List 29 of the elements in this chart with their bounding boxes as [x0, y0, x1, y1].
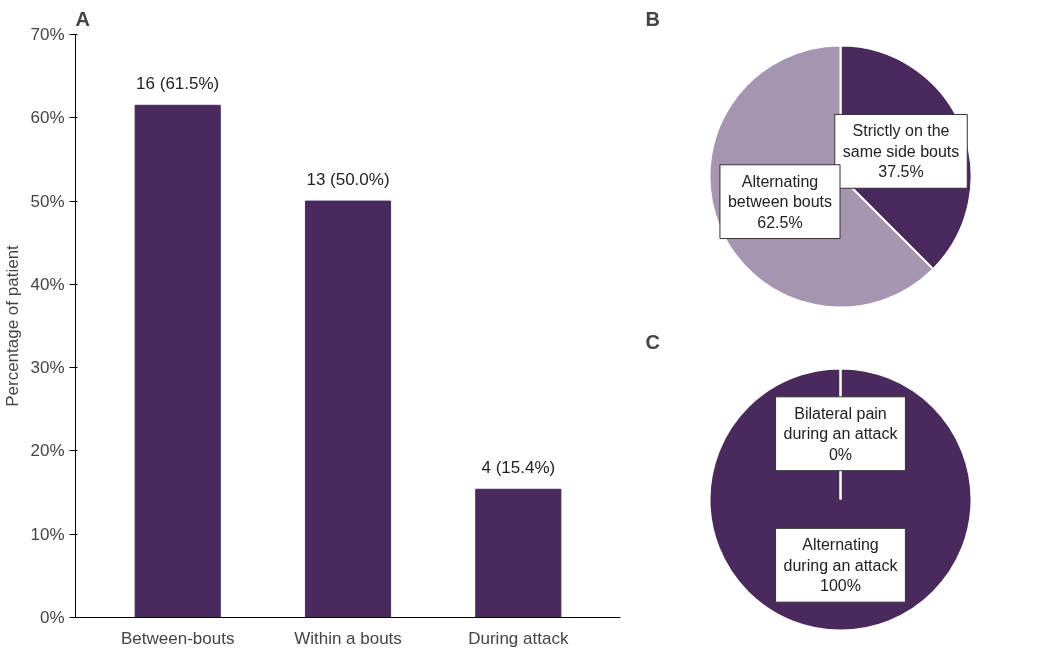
x-tick-label: Within a bouts [294, 628, 402, 648]
slice-label: Alternating during an attack [783, 536, 899, 574]
chart-title: B [645, 7, 660, 30]
y-tick-label: 50% [30, 191, 65, 211]
y-tick-label: 20% [30, 441, 65, 461]
y-tick-label: 60% [30, 108, 65, 128]
bar [134, 104, 221, 618]
y-tick-label: 70% [30, 25, 65, 44]
data-label: 16 (61.5%) [136, 74, 220, 94]
category-label: Bilateral pain during an attack [783, 404, 898, 443]
slice-label: Alternating between bouts [727, 172, 833, 211]
y-tick-label: 40% [30, 274, 65, 294]
text: 0% [828, 445, 853, 463]
x-tick-label: During attack [468, 628, 569, 648]
bar [475, 488, 562, 618]
data-label: 4 (15.4%) [481, 458, 556, 478]
y-tick-label: 0% [39, 608, 65, 627]
slice-label: Strictly on the same side bouts [842, 122, 960, 160]
x-tick-label: Between-bouts [120, 628, 235, 648]
y-tick-label: 10% [30, 524, 65, 544]
chart-title: A [75, 7, 90, 30]
y-tick-label: 30% [30, 358, 65, 378]
chart-title: C [645, 330, 660, 353]
y-axis-title: Percentage of patient [3, 244, 23, 407]
data-label: 13 (50.0%) [306, 170, 390, 190]
data-label: 100% [820, 577, 861, 595]
bar [304, 200, 392, 618]
data-label: 62.5% [757, 213, 803, 231]
data-label: 37.5% [878, 163, 924, 181]
